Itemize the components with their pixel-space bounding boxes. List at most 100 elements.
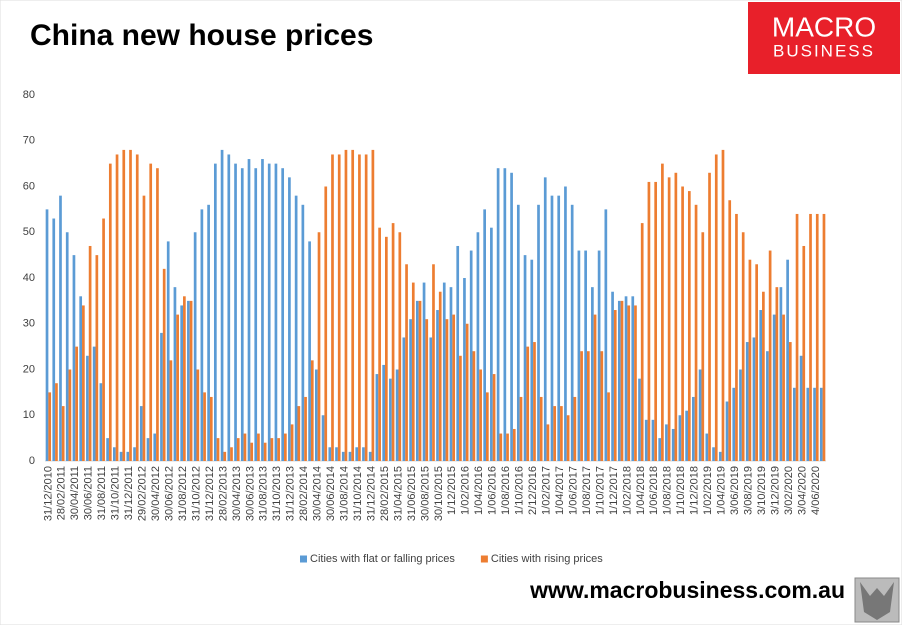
bar — [193, 232, 197, 461]
bar — [519, 396, 523, 461]
bar — [102, 218, 105, 461]
bar — [418, 300, 422, 461]
bar — [129, 149, 132, 461]
bar — [405, 264, 408, 461]
x-tick-label: 1/12/2017 — [608, 466, 620, 515]
bar — [685, 410, 688, 461]
bar — [772, 314, 776, 461]
bar — [705, 433, 709, 461]
bar — [284, 433, 287, 461]
bar — [223, 451, 227, 461]
bar — [617, 300, 621, 461]
bar — [725, 401, 729, 461]
bar — [153, 433, 157, 461]
bar — [126, 451, 130, 461]
x-tick-label: 30/08/2015 — [419, 466, 431, 521]
bar — [290, 424, 294, 461]
bar — [584, 250, 587, 461]
bar — [735, 213, 738, 461]
x-tick-label: 1/06/2016 — [487, 466, 499, 515]
y-tick-label: 30 — [23, 318, 35, 330]
bar — [297, 406, 301, 461]
x-tick-label: 30/06/2014 — [325, 466, 337, 521]
bar — [209, 396, 213, 461]
bar — [173, 287, 177, 461]
x-tick-label: 28/02/2014 — [298, 466, 310, 521]
bar — [819, 387, 823, 461]
bar — [566, 415, 570, 461]
bar — [651, 419, 655, 461]
bar — [516, 204, 520, 462]
bar — [523, 255, 527, 461]
bar — [61, 406, 65, 461]
bar — [586, 351, 590, 461]
bar — [479, 369, 482, 461]
bar — [631, 296, 635, 461]
bar — [328, 447, 332, 461]
bar — [86, 355, 89, 461]
bar — [187, 300, 190, 461]
bar — [133, 447, 136, 461]
x-tick-label: 31/10/2014 — [352, 466, 364, 521]
bar — [310, 360, 314, 461]
bar — [806, 387, 810, 461]
x-tick-label: 1/02/2018 — [621, 466, 633, 515]
y-tick-label: 60 — [23, 180, 35, 192]
bar — [591, 287, 594, 461]
x-tick-label: 31/12/2010 — [42, 466, 54, 521]
bar — [257, 433, 260, 461]
bar — [456, 245, 460, 461]
bar — [539, 396, 543, 461]
bar — [573, 396, 577, 461]
bar — [106, 438, 109, 461]
bar — [553, 406, 557, 461]
bar — [398, 232, 402, 461]
bar — [236, 438, 240, 461]
bar — [288, 177, 291, 461]
bar — [492, 374, 496, 461]
y-tick-label: 50 — [23, 226, 35, 238]
bar — [348, 451, 352, 461]
x-tick-label: 30/04/2014 — [312, 466, 324, 521]
x-tick-label: 30/04/2013 — [231, 466, 243, 521]
bar — [314, 369, 318, 461]
bar — [254, 168, 258, 461]
bar — [564, 186, 567, 461]
bar — [580, 351, 583, 461]
x-tick-label: 28/02/2013 — [217, 466, 229, 521]
bar — [142, 195, 146, 461]
bar — [759, 310, 763, 461]
bar — [718, 451, 722, 461]
bar — [180, 305, 184, 461]
bar — [88, 245, 92, 461]
bar — [741, 232, 745, 461]
bar — [813, 387, 816, 461]
bar — [378, 227, 381, 461]
x-tick-label: 3/06/2019 — [729, 466, 741, 515]
wolf-icon — [860, 582, 894, 620]
footer-url: www.macrobusiness.com.au — [529, 577, 845, 603]
bar — [196, 369, 200, 461]
bar — [438, 291, 442, 461]
bar — [113, 447, 116, 461]
bar — [546, 424, 550, 461]
bar — [92, 346, 96, 461]
bar — [270, 438, 274, 461]
y-tick-label: 40 — [23, 272, 35, 284]
bar — [351, 149, 355, 461]
bar — [135, 154, 139, 461]
bar — [503, 168, 507, 461]
bar — [815, 213, 819, 461]
x-tick-label: 2/12/2016 — [527, 466, 539, 515]
bar — [301, 204, 305, 462]
bar — [627, 305, 631, 461]
x-tick-label: 30/04/2012 — [150, 466, 162, 521]
bar — [59, 195, 62, 461]
bar — [337, 154, 341, 461]
x-tick-label: 30/06/2011 — [83, 466, 95, 520]
bar — [207, 204, 210, 462]
bar — [714, 154, 718, 461]
x-tick-label: 3/12/2019 — [769, 466, 781, 515]
bar — [472, 351, 476, 461]
bar — [162, 268, 166, 461]
